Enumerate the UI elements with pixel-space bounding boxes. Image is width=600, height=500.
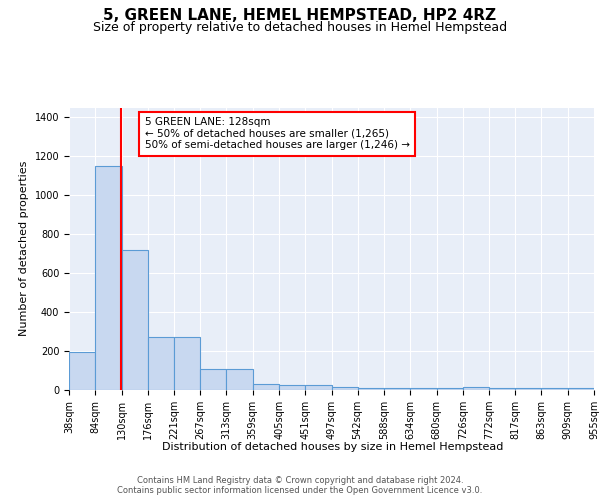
Text: 5 GREEN LANE: 128sqm
← 50% of detached houses are smaller (1,265)
50% of semi-de: 5 GREEN LANE: 128sqm ← 50% of detached h… (145, 117, 410, 150)
Bar (437, 388, 463, 390)
Bar (305, 385, 332, 390)
Bar (69, 352, 95, 390)
Bar (279, 385, 305, 390)
Bar (568, 388, 594, 390)
Bar (226, 368, 253, 390)
Bar (332, 387, 358, 390)
Text: Size of property relative to detached houses in Hemel Hempstead: Size of property relative to detached ho… (93, 21, 507, 34)
Bar (200, 368, 226, 390)
Bar (95, 166, 122, 390)
Bar (174, 338, 200, 390)
Bar (489, 388, 515, 390)
Bar (253, 384, 279, 390)
Bar (410, 388, 437, 390)
Bar (384, 388, 410, 390)
Text: Contains HM Land Registry data © Crown copyright and database right 2024.
Contai: Contains HM Land Registry data © Crown c… (118, 476, 482, 495)
Bar (463, 387, 489, 390)
Bar (358, 388, 384, 390)
Bar (122, 250, 148, 390)
Text: 5, GREEN LANE, HEMEL HEMPSTEAD, HP2 4RZ: 5, GREEN LANE, HEMEL HEMPSTEAD, HP2 4RZ (103, 8, 497, 22)
Bar (148, 338, 174, 390)
Bar (515, 388, 541, 390)
Y-axis label: Number of detached properties: Number of detached properties (19, 161, 29, 336)
Bar (541, 388, 568, 390)
Text: Distribution of detached houses by size in Hemel Hempstead: Distribution of detached houses by size … (163, 442, 503, 452)
